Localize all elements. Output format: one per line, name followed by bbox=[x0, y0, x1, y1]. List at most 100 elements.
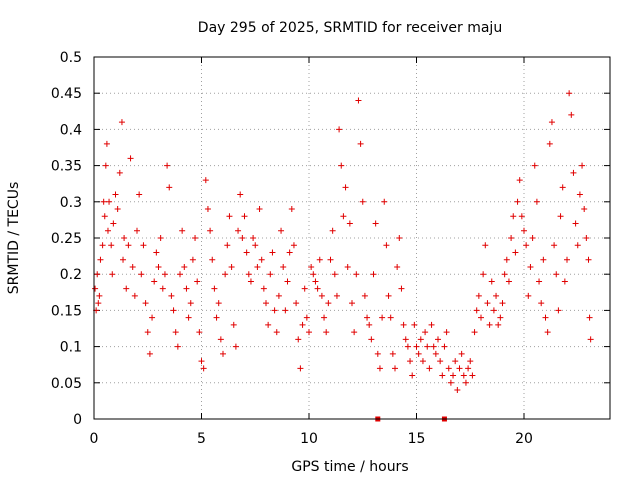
data-point bbox=[118, 119, 125, 126]
data-point bbox=[533, 198, 540, 205]
data-point bbox=[475, 292, 482, 299]
data-point bbox=[454, 387, 461, 394]
data-point bbox=[409, 372, 416, 379]
data-point bbox=[230, 321, 237, 328]
data-point bbox=[478, 314, 484, 321]
data-point bbox=[346, 220, 353, 227]
data-point bbox=[331, 271, 338, 278]
data-point bbox=[282, 307, 289, 314]
data-point bbox=[555, 307, 562, 314]
data-point bbox=[546, 140, 553, 147]
data-point bbox=[226, 213, 233, 220]
axis-tick-labels: 0 0.05 0.1 0.15 0.2 0.25 0.3 0.35 0.4 0.45 0.5 0 5 10… bbox=[51, 50, 533, 447]
data-point bbox=[185, 314, 192, 321]
data-point bbox=[587, 336, 594, 343]
data-point bbox=[465, 365, 472, 372]
data-point bbox=[499, 300, 506, 307]
data-point bbox=[183, 285, 190, 292]
data-point bbox=[120, 256, 127, 263]
chart-title: Day 295 of 2025, SRMTID for receiver maj… bbox=[198, 20, 502, 36]
data-point bbox=[254, 263, 261, 270]
data-point bbox=[473, 307, 480, 314]
data-point bbox=[469, 372, 476, 379]
data-point bbox=[400, 321, 407, 328]
data-point bbox=[102, 162, 109, 169]
data-point bbox=[374, 350, 381, 357]
data-point bbox=[385, 292, 392, 299]
data-point bbox=[531, 162, 538, 169]
data-point bbox=[209, 256, 216, 263]
data-point bbox=[239, 235, 246, 241]
data-point bbox=[288, 206, 295, 213]
data-point bbox=[538, 300, 545, 307]
data-point bbox=[512, 249, 519, 256]
data-point bbox=[586, 314, 593, 321]
data-point bbox=[525, 292, 532, 299]
data-point bbox=[372, 220, 379, 227]
data-point bbox=[164, 162, 171, 169]
data-point bbox=[566, 90, 573, 97]
data-point bbox=[149, 314, 156, 321]
data-point bbox=[129, 263, 136, 270]
data-point bbox=[207, 227, 214, 234]
data-point bbox=[564, 256, 570, 263]
data-point bbox=[104, 227, 111, 234]
data-point bbox=[441, 343, 448, 350]
data-point bbox=[109, 271, 116, 278]
data-point bbox=[159, 285, 166, 292]
data-point bbox=[344, 263, 351, 270]
data-point bbox=[200, 365, 207, 372]
data-point bbox=[559, 184, 566, 191]
data-point bbox=[458, 350, 465, 357]
data-point bbox=[514, 198, 521, 205]
data-point bbox=[217, 336, 224, 343]
data-point bbox=[368, 336, 375, 343]
data-point bbox=[460, 372, 467, 379]
data-point bbox=[187, 300, 194, 307]
data-point bbox=[321, 314, 328, 321]
data-point bbox=[516, 177, 523, 184]
data-point bbox=[232, 343, 239, 350]
data-point bbox=[303, 314, 310, 321]
data-point bbox=[97, 256, 104, 263]
data-point bbox=[170, 307, 177, 314]
data-point bbox=[101, 213, 108, 220]
data-point bbox=[497, 314, 504, 321]
x-tick-label: 15 bbox=[408, 431, 426, 447]
data-point bbox=[398, 285, 405, 292]
data-point bbox=[314, 285, 321, 292]
data-point bbox=[121, 235, 128, 241]
data-point bbox=[181, 263, 188, 270]
data-point bbox=[523, 242, 530, 249]
data-point bbox=[179, 227, 186, 234]
data-point bbox=[297, 365, 304, 372]
data-point bbox=[308, 263, 315, 270]
data-point bbox=[273, 329, 280, 336]
x-tick-label: 20 bbox=[515, 431, 533, 447]
data-point bbox=[480, 271, 487, 278]
data-point bbox=[544, 329, 551, 336]
data-point bbox=[174, 343, 181, 350]
data-point bbox=[323, 329, 330, 336]
data-point bbox=[366, 321, 373, 328]
data-point bbox=[415, 350, 422, 357]
data-point bbox=[353, 271, 360, 278]
data-point bbox=[510, 213, 517, 220]
data-point bbox=[336, 126, 343, 133]
data-point bbox=[452, 358, 459, 365]
data-point bbox=[529, 235, 536, 241]
x-axis-label: GPS time / hours bbox=[291, 459, 408, 475]
data-point bbox=[189, 256, 196, 263]
data-point bbox=[284, 278, 291, 285]
data-point bbox=[202, 177, 209, 184]
x-tick-label: 0 bbox=[90, 431, 99, 447]
data-point bbox=[161, 271, 168, 278]
data-point bbox=[432, 350, 439, 357]
data-point bbox=[430, 343, 437, 350]
data-point bbox=[540, 256, 547, 263]
data-point bbox=[123, 285, 130, 292]
data-point bbox=[413, 343, 420, 350]
data-point bbox=[110, 220, 117, 227]
